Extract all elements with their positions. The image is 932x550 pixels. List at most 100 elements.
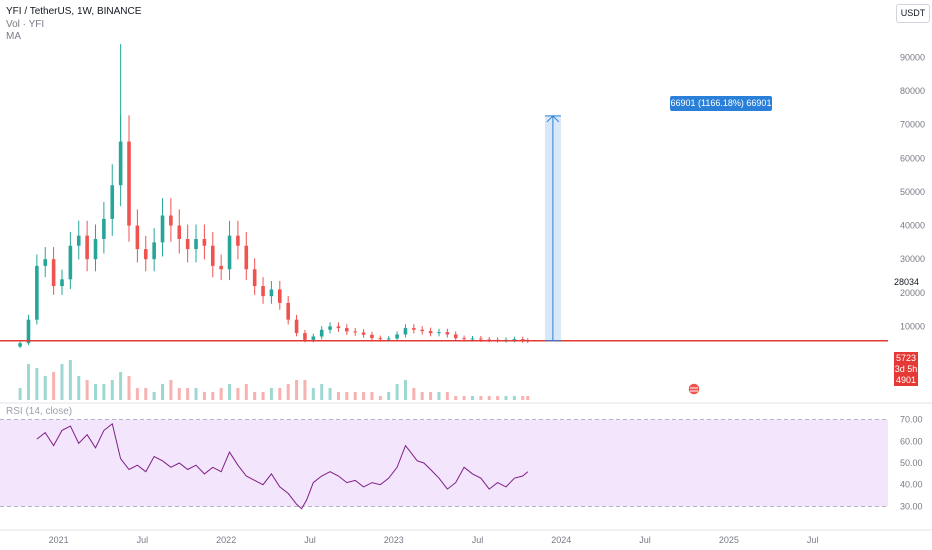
price-tick-40000: 40000 <box>900 221 925 231</box>
volume-bar <box>127 376 131 400</box>
candle-body <box>311 336 316 340</box>
volume-bar <box>445 392 449 400</box>
candle-body <box>252 269 257 287</box>
price-tick-70000: 70000 <box>900 120 925 130</box>
candle-body <box>26 319 31 344</box>
candle-body <box>378 338 383 340</box>
candle-body <box>353 331 357 333</box>
volume-bar <box>378 396 382 400</box>
volume-bar <box>26 364 30 400</box>
candle-body <box>169 215 173 226</box>
rsi-pane <box>0 402 932 510</box>
volume-bar <box>286 384 290 400</box>
volume-bar <box>43 376 47 400</box>
candle-body <box>135 225 140 250</box>
volume-bar <box>68 360 72 400</box>
candle-body <box>35 265 39 320</box>
volume-bar <box>487 396 491 400</box>
candle-body <box>453 334 458 339</box>
volume-bar <box>412 388 416 400</box>
candle-body <box>420 329 425 332</box>
candle-body <box>51 259 56 287</box>
volume-bar <box>77 376 81 400</box>
candle-body <box>202 239 207 246</box>
price-tick-80000: 80000 <box>900 86 925 96</box>
candle-body <box>93 239 98 260</box>
candle-body <box>236 235 240 246</box>
volume-bar <box>387 392 391 400</box>
measure-tool <box>544 115 561 342</box>
candle-body <box>43 259 48 266</box>
volume-bar <box>152 392 156 400</box>
volume-indicator-label[interactable]: Vol · YFI <box>6 19 45 30</box>
event-circle <box>687 382 701 396</box>
rsi-line <box>36 423 529 510</box>
volume-bar <box>512 396 516 400</box>
volume-bar <box>211 392 215 400</box>
volume-bar <box>228 384 232 400</box>
rsi-indicator-label[interactable]: RSI (14, close) <box>6 406 73 417</box>
volume-bar <box>186 388 190 400</box>
candle-body <box>227 235 232 270</box>
rsi-tick-50: 50.00 <box>900 458 923 468</box>
candle-body <box>177 225 182 240</box>
volume-bar <box>35 368 39 400</box>
candle-body <box>512 339 517 341</box>
price-tick-30000: 30000 <box>900 254 925 264</box>
price-tick-60000: 60000 <box>900 153 925 163</box>
volume-bar <box>85 380 89 400</box>
candle-body <box>60 279 64 287</box>
price-tick-90000: 90000 <box>900 53 925 63</box>
rsi-tick-70: 70.00 <box>900 415 923 425</box>
time-tick: 2021 <box>49 535 69 545</box>
earnings-event-icon <box>687 382 701 396</box>
currency-button[interactable]: USDT <box>896 4 930 23</box>
volume-bar <box>437 392 441 400</box>
symbol-title[interactable]: YFI / TetherUS, 1W, BINANCE <box>6 6 142 17</box>
ma-indicator-label[interactable]: MA <box>6 31 21 42</box>
volume-bar <box>236 388 240 400</box>
price-tag-5723: 5723 <box>894 352 918 364</box>
candle-body <box>520 339 525 341</box>
candle-body <box>395 334 399 339</box>
volume-bar <box>135 388 139 400</box>
candle-body <box>470 338 475 340</box>
volume-bar <box>60 364 64 400</box>
volume-bar <box>470 396 474 400</box>
volume-bar <box>202 392 206 400</box>
measure-label: 66901 (1166.18%) 66901 <box>670 96 772 111</box>
candle-body <box>219 265 223 270</box>
time-tick: Jul <box>304 535 316 545</box>
volume-bar <box>336 392 340 400</box>
price-tag-4901: 4901 <box>894 374 918 386</box>
volume-bar <box>362 392 366 400</box>
candle-body <box>403 328 408 335</box>
candle-body <box>152 242 156 260</box>
rsi-tick-60: 60.00 <box>900 436 923 446</box>
candle-body <box>85 235 89 260</box>
candle-body <box>294 319 299 334</box>
volume-bar <box>177 388 181 400</box>
candlesticks <box>18 44 530 349</box>
volume-bar <box>395 384 399 400</box>
volume-bar <box>52 372 56 400</box>
candle-body <box>345 328 349 332</box>
volume-bar <box>454 396 458 400</box>
volume-bar <box>94 384 98 400</box>
volume-bar <box>244 384 248 400</box>
time-tick: 2022 <box>216 535 236 545</box>
candle-body <box>328 326 332 330</box>
candle-body <box>76 235 81 246</box>
price-axis: 10000 20000 30000 40000 50000 60000 70000 80000… <box>900 53 925 332</box>
volume-bar <box>462 396 466 400</box>
candle-body <box>479 338 483 340</box>
current-price-label: 28034 <box>894 277 920 287</box>
candle-body <box>269 289 274 297</box>
volume-bar <box>328 388 332 400</box>
volume-bar <box>311 388 315 400</box>
volume-bar <box>219 388 223 400</box>
countdown-tag: 3d 5h <box>894 363 918 375</box>
volume-bar <box>253 392 257 400</box>
volume-bar <box>119 372 123 400</box>
